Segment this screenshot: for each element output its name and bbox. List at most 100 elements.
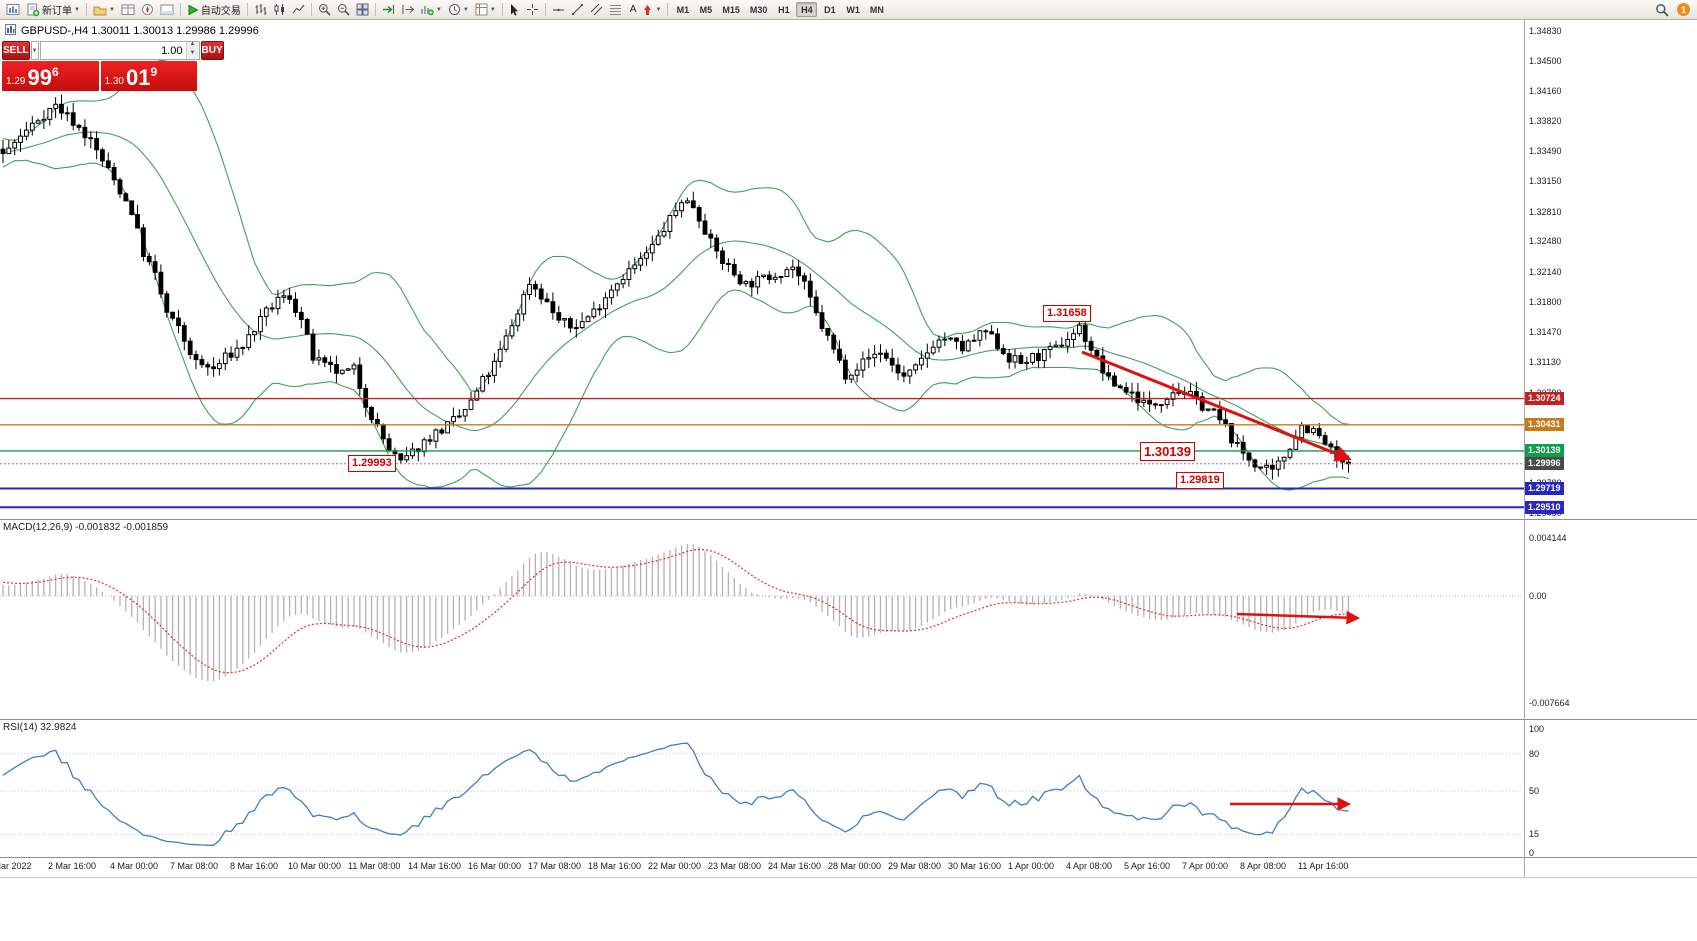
timeframe-m5-button[interactable]: M5	[699, 4, 713, 15]
time-axis-label: 23 Mar 08:00	[708, 861, 762, 871]
diag-icon	[571, 3, 584, 16]
timeframe-h4-button[interactable]: H4	[796, 2, 818, 17]
new-chart-button[interactable]	[3, 1, 23, 18]
template-icon	[475, 3, 488, 16]
new-chart-icon	[6, 3, 20, 16]
buy-price-pips: 01	[125, 65, 151, 90]
volume-stepper[interactable]: ▲ ▼	[185, 41, 199, 59]
volume-field: ▲▼	[39, 41, 200, 60]
line-chart-button[interactable]	[289, 1, 308, 18]
price-label-annotation[interactable]: 1.29819	[1176, 472, 1224, 489]
price-axis-label: 1.33820	[1529, 116, 1562, 127]
chart-shift-button[interactable]	[398, 1, 417, 18]
timeframe-m30-button[interactable]: M30	[749, 4, 768, 15]
timeframe-m1-button[interactable]: M1	[676, 4, 690, 15]
periods-button[interactable]: ▼	[445, 1, 472, 18]
terminal-button[interactable]	[157, 1, 177, 18]
timeframe-m15-button[interactable]: M15	[722, 4, 740, 15]
bar-chart-button[interactable]	[251, 1, 270, 18]
price-axis-label: 1.34830	[1529, 26, 1562, 36]
auto-scroll-button[interactable]	[379, 1, 398, 18]
notification-badge[interactable]: 1	[1677, 3, 1690, 16]
toolbar-separator	[501, 3, 503, 16]
chevron-up-icon: ▲	[186, 41, 199, 51]
price-axis-label-highlighted: 1.30431	[1525, 418, 1564, 432]
profiles-button[interactable]: ▼	[90, 1, 118, 18]
toolbar-separator	[310, 3, 312, 16]
market-watch-icon	[121, 3, 135, 16]
price-label-annotation[interactable]: 1.30139	[1140, 442, 1195, 461]
equidistant-channel-button[interactable]	[587, 1, 606, 18]
auto-trading-button-label: 自动交易	[200, 6, 241, 17]
price-axis-label: 1.31470	[1529, 326, 1562, 337]
time-axis-label: 17 Mar 08:00	[528, 861, 582, 871]
time-axis-label: 8 Mar 16:00	[230, 861, 279, 871]
buy-price-box[interactable]: 1.30 01 9	[100, 61, 197, 91]
price-axis-label: 1.33150	[1529, 176, 1562, 187]
candlestick-chart-button[interactable]	[270, 1, 289, 18]
fibonacci-button[interactable]	[606, 1, 625, 18]
macd-indicator-panel[interactable]	[0, 519, 1524, 719]
cursor-icon	[509, 3, 520, 16]
rsi-panel-divider[interactable]	[0, 719, 1697, 720]
sell-button[interactable]: SELL	[2, 41, 30, 60]
text-button-label: A	[629, 4, 637, 15]
timeframe-mn-button[interactable]: MN	[869, 4, 884, 15]
new-order-button[interactable]: 新订单 ▼	[23, 1, 83, 18]
trendline-button[interactable]	[568, 1, 587, 18]
arrows-button[interactable]: ▼	[639, 1, 664, 18]
macd-panel-divider[interactable]	[0, 519, 1697, 520]
trade-prices-row: 1.29 99 6 1.30 01 9	[2, 61, 197, 91]
terminal-icon	[160, 3, 174, 16]
sell-price-pips: 99	[27, 65, 52, 90]
time-axis-label: 11 Apr 16:00	[1298, 861, 1349, 871]
candles-icon	[273, 3, 286, 16]
profiles-icon	[93, 3, 107, 16]
macd-axis-label: 0.00	[1529, 591, 1547, 601]
buy-button[interactable]: BUY	[200, 41, 224, 60]
rsi-axis-label: 80	[1529, 748, 1540, 759]
buy-price-head: 1.30	[104, 76, 124, 87]
time-axis-label: 24 Mar 16:00	[768, 861, 822, 871]
market-watch-button[interactable]	[118, 1, 138, 18]
chevron-down-icon: ▼	[462, 6, 469, 13]
clock-icon	[448, 3, 461, 16]
buy-price-point: 9	[150, 65, 158, 79]
main-price-chart[interactable]	[0, 20, 1524, 519]
toolbar-separator	[179, 3, 181, 16]
auto-trading-button[interactable]: 自动交易	[184, 1, 244, 18]
price-axis-label: 1.32480	[1529, 236, 1562, 247]
price-label-annotation[interactable]: 1.29993	[348, 455, 396, 472]
cursor-button[interactable]	[506, 1, 523, 18]
indicators-button[interactable]: ▼	[417, 1, 445, 18]
chevron-down-icon: ▼	[108, 6, 115, 13]
timeframe-w1-button[interactable]: W1	[846, 4, 860, 15]
rsi-label: RSI(14) 32.9824	[3, 722, 77, 733]
order-type-dropdown[interactable]: ▼	[30, 41, 39, 60]
search-button[interactable]	[1652, 1, 1672, 18]
rsi-indicator-panel[interactable]	[0, 719, 1524, 857]
text-button[interactable]: A	[625, 1, 640, 18]
time-axis-label: 1 Mar 2022	[0, 861, 32, 871]
time-axis-divider	[0, 857, 1697, 858]
time-axis-label: 22 Mar 00:00	[648, 861, 702, 871]
zoom-in-button[interactable]	[315, 1, 334, 18]
price-label-annotation[interactable]: 1.31658	[1043, 305, 1091, 322]
crosshair-icon	[526, 3, 539, 16]
zoom-out-button[interactable]	[334, 1, 353, 18]
timeframe-d1-button[interactable]: D1	[824, 4, 836, 15]
timeframe-h1-button[interactable]: H1	[778, 4, 790, 15]
volume-input[interactable]	[40, 42, 186, 59]
doc-plus-icon	[26, 3, 40, 17]
price-axis-label-highlighted: 1.29510	[1525, 500, 1564, 514]
sell-price-box[interactable]: 1.29 99 6	[2, 61, 99, 91]
time-axis-label: 4 Mar 00:00	[110, 861, 159, 871]
crosshair-button[interactable]	[523, 1, 542, 18]
chevron-down-icon: ▼	[435, 6, 442, 13]
templates-button[interactable]: ▼	[472, 1, 499, 18]
navigator-button[interactable]	[138, 1, 157, 18]
horizontal-line-button[interactable]	[549, 1, 568, 18]
bottom-divider	[0, 877, 1697, 878]
rsi-axis-label: 100	[1529, 724, 1545, 734]
tile-windows-button[interactable]	[353, 1, 372, 18]
